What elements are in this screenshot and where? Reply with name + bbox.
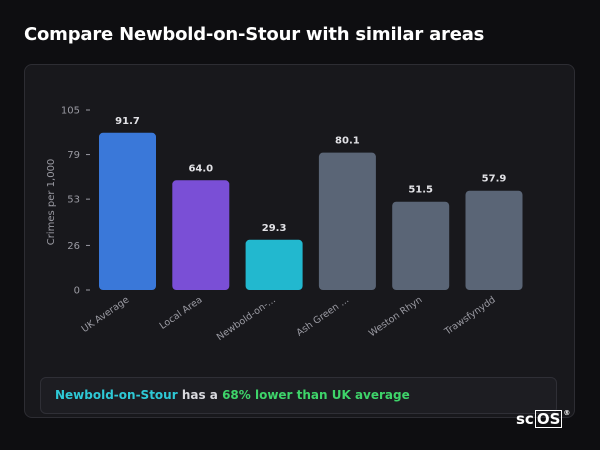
x-tick-label: Weston Rhyn (367, 294, 424, 339)
page-title: Compare Newbold-on-Stour with similar ar… (24, 24, 485, 45)
x-tick-label: UK Average (80, 294, 132, 335)
bars: 91.7 64.0 29.3 80.1 51.5 57.9 (99, 116, 523, 290)
bar-value-label: 57.9 (482, 174, 507, 185)
scos-logo: sc OS ® (516, 409, 570, 429)
x-tick-label: Newbold-on-... (215, 294, 278, 343)
bar[interactable] (172, 180, 230, 290)
y-tick-label: 0 (74, 286, 80, 297)
logo-text: sc (516, 410, 534, 428)
bar-value-label: 29.3 (262, 223, 287, 234)
y-tick-label: 105 (61, 106, 80, 117)
summary-difference: 68% lower than UK average (222, 388, 410, 402)
y-axis-label: Crimes per 1,000 (46, 159, 57, 246)
y-tick-label: 53 (67, 195, 80, 206)
bar[interactable] (245, 239, 303, 290)
x-axis: UK Average Local Area Newbold-on-... Ash Gr… (80, 294, 498, 343)
bar-value-label: 91.7 (115, 116, 140, 127)
y-tick-label: 26 (67, 241, 80, 252)
bar[interactable] (99, 132, 156, 290)
bar-value-label: 51.5 (408, 185, 433, 196)
logo-boxed-text: OS (534, 410, 563, 428)
y-axis: 0 26 53 79 105 (61, 106, 90, 297)
summary-area-name: Newbold-on-Stour (55, 388, 178, 402)
y-tick-label: 79 (67, 150, 80, 161)
summary-text: has a (177, 388, 223, 402)
x-tick-label: Trawsfynydd (442, 294, 498, 338)
bar-value-label: 64.0 (188, 163, 213, 174)
x-tick-label: Ash Green ... (295, 294, 352, 338)
bar[interactable] (318, 152, 376, 290)
registered-mark: ® (563, 409, 571, 417)
bar[interactable] (465, 190, 523, 290)
summary-banner: Newbold-on-Stour has a 68% lower than UK… (40, 377, 557, 414)
bar-value-label: 80.1 (335, 136, 360, 147)
bar[interactable] (392, 201, 450, 290)
x-tick-label: Local Area (158, 294, 205, 331)
